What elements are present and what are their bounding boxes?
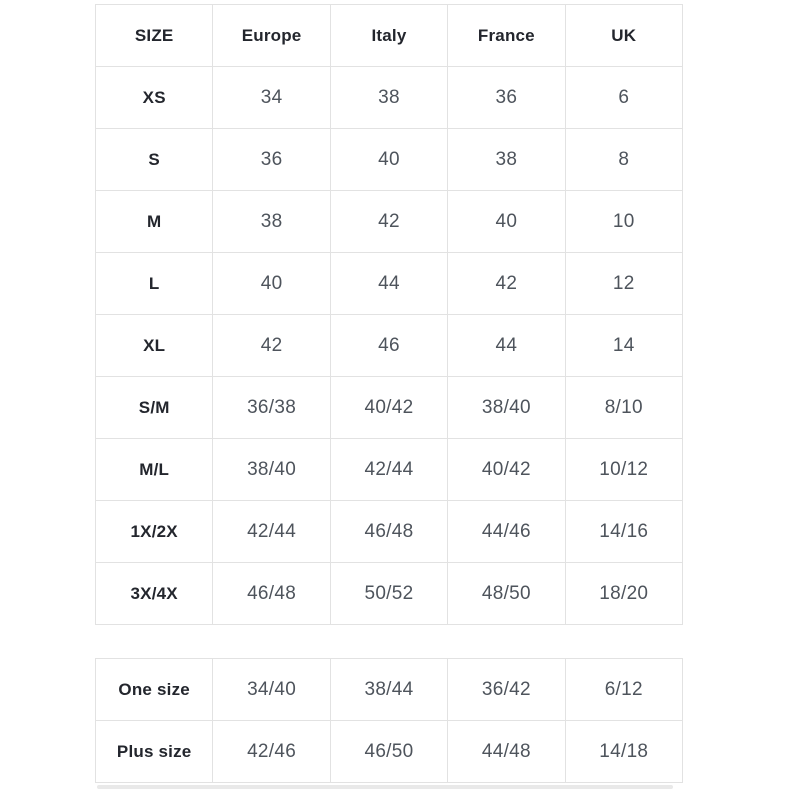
table-row: One size 34/40 38/44 36/42 6/12 — [94, 658, 684, 721]
size-value: 44 — [447, 314, 566, 377]
size-value: 38 — [329, 66, 449, 129]
column-header-size: SIZE — [94, 4, 214, 67]
size-value: 42 — [447, 252, 566, 315]
size-value: 48/50 — [447, 562, 566, 625]
size-label: M/L — [94, 438, 214, 501]
size-value: 18/20 — [564, 562, 684, 625]
column-header-france: France — [447, 4, 566, 67]
size-value: 38 — [212, 190, 331, 253]
size-value: 6 — [564, 66, 684, 129]
table-bottom-divider — [97, 785, 673, 789]
size-value: 10 — [564, 190, 684, 253]
size-value: 36/38 — [212, 376, 331, 439]
size-value: 46/48 — [329, 500, 449, 563]
size-label: 1X/2X — [94, 500, 214, 563]
table-row: M/L 38/40 42/44 40/42 10/12 — [94, 438, 684, 501]
size-value: 36 — [447, 66, 566, 129]
size-value: 38/40 — [212, 438, 331, 501]
size-value: 38/44 — [329, 658, 449, 721]
size-label: M — [94, 190, 214, 253]
size-conversion-table: SIZE Europe Italy France UK XS 34 38 36 6 S 36 40 38… — [94, 4, 684, 625]
size-value: 44 — [329, 252, 449, 315]
size-value: 34 — [212, 66, 331, 129]
size-value: 36 — [212, 128, 331, 191]
special-size-table: One size 34/40 38/44 36/42 6/12 Plus size 42/4… — [94, 658, 684, 783]
size-value: 40 — [212, 252, 331, 315]
table-row: S/M 36/38 40/42 38/40 8/10 — [94, 376, 684, 439]
size-value: 46 — [329, 314, 449, 377]
size-label: One size — [94, 658, 214, 721]
size-value: 40 — [329, 128, 449, 191]
size-value: 36/42 — [447, 658, 566, 721]
size-value: 42 — [212, 314, 331, 377]
table-row: XL 42 46 44 14 — [94, 314, 684, 377]
size-value: 8/10 — [564, 376, 684, 439]
size-label: L — [94, 252, 214, 315]
table-row: XS 34 38 36 6 — [94, 66, 684, 129]
size-label: XL — [94, 314, 214, 377]
table-row: 1X/2X 42/44 46/48 44/46 14/16 — [94, 500, 684, 563]
size-value: 14/16 — [564, 500, 684, 563]
header-row: SIZE Europe Italy France UK — [94, 4, 684, 67]
size-value: 46/50 — [329, 720, 449, 783]
size-value: 44/48 — [447, 720, 566, 783]
table-row: Plus size 42/46 46/50 44/48 14/18 — [94, 720, 684, 783]
size-value: 12 — [564, 252, 684, 315]
size-value: 14 — [564, 314, 684, 377]
table-row: L 40 44 42 12 — [94, 252, 684, 315]
table-row: M 38 42 40 10 — [94, 190, 684, 253]
table-row: 3X/4X 46/48 50/52 48/50 18/20 — [94, 562, 684, 625]
size-value: 38 — [447, 128, 566, 191]
size-value: 38/40 — [447, 376, 566, 439]
table-row: S 36 40 38 8 — [94, 128, 684, 191]
size-value: 42 — [329, 190, 449, 253]
size-value: 42/46 — [212, 720, 331, 783]
size-value: 46/48 — [212, 562, 331, 625]
size-value: 10/12 — [564, 438, 684, 501]
size-value: 40/42 — [447, 438, 566, 501]
size-value: 42/44 — [329, 438, 449, 501]
column-header-uk: UK — [564, 4, 684, 67]
size-value: 42/44 — [212, 500, 331, 563]
size-label: S/M — [94, 376, 214, 439]
column-header-europe: Europe — [212, 4, 331, 67]
size-value: 40 — [447, 190, 566, 253]
size-label: XS — [94, 66, 214, 129]
size-value: 50/52 — [329, 562, 449, 625]
size-value: 6/12 — [564, 658, 684, 721]
column-header-italy: Italy — [329, 4, 449, 67]
size-label: Plus size — [94, 720, 214, 783]
size-value: 8 — [564, 128, 684, 191]
size-label: S — [94, 128, 214, 191]
size-guide-page: SIZE Europe Italy France UK XS 34 38 36 6 S 36 40 38… — [94, 4, 684, 789]
size-value: 44/46 — [447, 500, 566, 563]
size-value: 34/40 — [212, 658, 331, 721]
size-value: 14/18 — [564, 720, 684, 783]
size-label: 3X/4X — [94, 562, 214, 625]
size-value: 40/42 — [329, 376, 449, 439]
